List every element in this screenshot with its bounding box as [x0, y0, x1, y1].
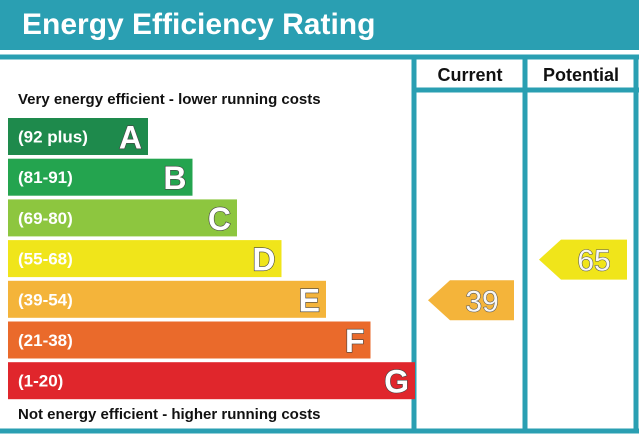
- band-e-letter: E: [299, 282, 320, 318]
- band-a-range: (92 plus): [18, 128, 88, 147]
- band-f-bar: [8, 321, 371, 359]
- bottom-caption: Not energy efficient - higher running co…: [18, 406, 321, 423]
- current-score-value: 39: [465, 285, 498, 318]
- potential-score-value: 65: [577, 245, 610, 278]
- band-c-bar: [8, 199, 237, 237]
- band-b-letter: B: [163, 160, 186, 196]
- band-f-range: (21-38): [18, 331, 73, 350]
- band-b-range: (81-91): [18, 168, 73, 187]
- top-caption: Very energy efficient - lower running co…: [18, 91, 321, 108]
- page-title: Energy Efficiency Rating: [22, 8, 376, 41]
- current-column-header: Current: [437, 65, 502, 85]
- band-c-letter: C: [208, 201, 231, 237]
- band-g-bar: [8, 362, 415, 400]
- title-bar: Energy Efficiency Rating: [0, 0, 639, 50]
- band-b-bar: [8, 158, 193, 196]
- band-d-letter: D: [252, 242, 275, 278]
- band-d-range: (55-68): [18, 250, 73, 269]
- band-d-bar: [8, 240, 282, 278]
- band-e-range: (39-54): [18, 290, 73, 309]
- rating-bands: (92 plus) A (81-91) B (69-80) C (55-68) D (39-54…: [8, 118, 415, 400]
- band-c-range: (69-80): [18, 209, 73, 228]
- band-a-bar: [8, 118, 148, 155]
- band-a-letter: A: [119, 120, 142, 156]
- band-e-bar: [8, 280, 326, 318]
- score-arrows: 39 65: [428, 239, 627, 321]
- band-f-letter: F: [345, 323, 365, 359]
- band-g-letter: G: [384, 364, 409, 400]
- potential-score-arrow: [539, 239, 627, 280]
- band-g-range: (1-20): [18, 372, 63, 391]
- potential-column-header: Potential: [543, 65, 619, 85]
- current-score-arrow: [428, 280, 514, 321]
